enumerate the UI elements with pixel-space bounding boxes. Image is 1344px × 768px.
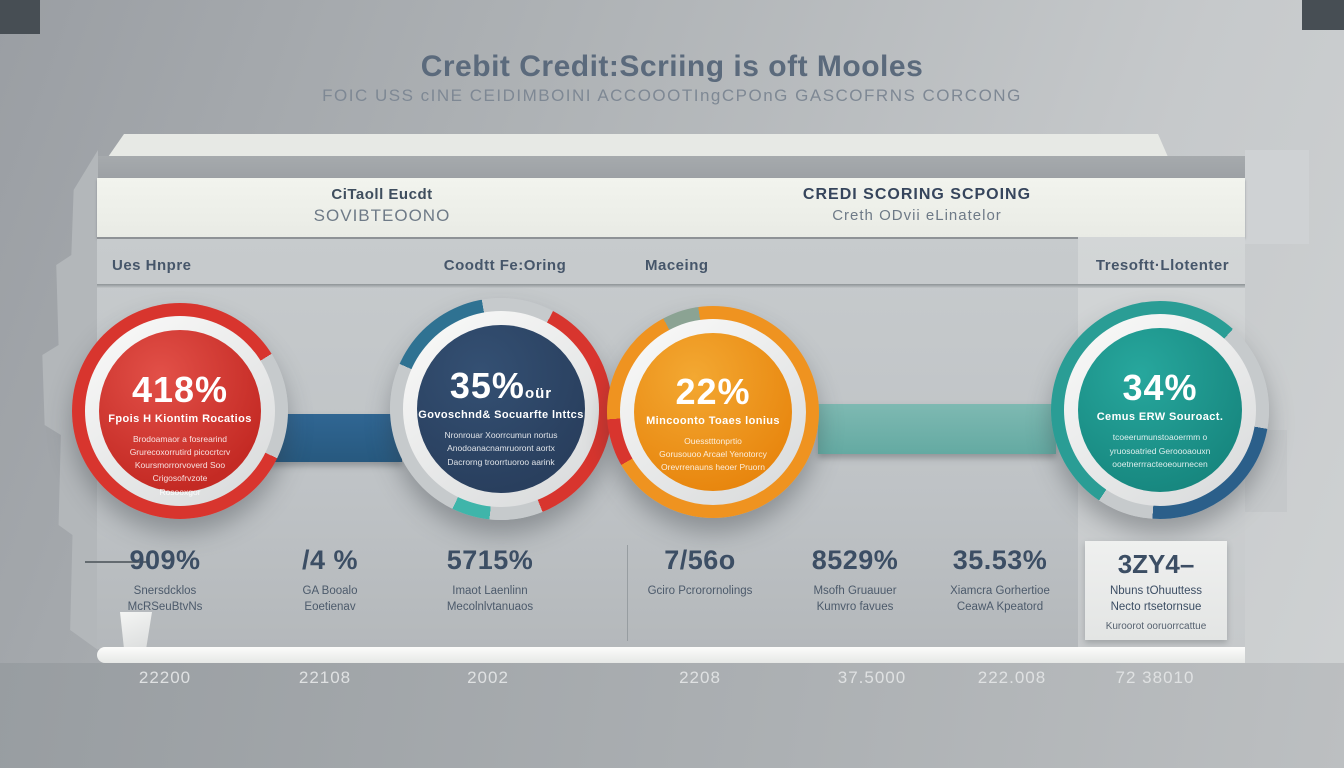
stat-label: Xiamcra Gorhertioe CeawA Kpeatord xyxy=(950,585,1050,614)
circle-value: 35% xyxy=(449,365,525,407)
column-divider-line xyxy=(97,284,1245,288)
stat-value: 8529% xyxy=(811,545,899,575)
stat-footnote: Kuroorot ooruorrcattue xyxy=(1105,621,1207,633)
header-left-block: CiTaoll Eucdt SOVIBTEOONO xyxy=(217,186,547,226)
stat-circle-orange: 22% Mincoonto Toaes lonius Ouesstttonprt… xyxy=(607,306,819,518)
stat-label: GA Booalo Eoetienav xyxy=(302,585,358,614)
stat-block-5: 8529% Msofh Gruauuer Kumvro favues xyxy=(780,545,930,615)
circle-value: 22% xyxy=(675,370,751,412)
circle-content-red: 418% Fpois H Kiontim Rocatios Brodoamaor… xyxy=(99,330,261,497)
board-header-band: CiTaoll Eucdt SOVIBTEOONO CREDI SCORING … xyxy=(97,178,1245,237)
board-top-band xyxy=(97,156,1245,178)
column-label-2: Coodtt Fe:Oring xyxy=(443,257,567,274)
corner-shade-top-right xyxy=(1302,0,1344,30)
timeline-year-7: 72 38010 xyxy=(1115,668,1195,687)
header-right-block: CREDI SCORING SCPOING Creth ODvii eLinat… xyxy=(657,186,1177,224)
connector-bar-teal xyxy=(818,404,1056,454)
stat-circle-navy: 35%oür Govoschnd& Socuarfte lnttcs Nronr… xyxy=(390,298,612,520)
board-right-step-upper xyxy=(1245,150,1309,244)
stats-vertical-divider xyxy=(627,545,628,641)
circle-body-text: Ouesstttonprtio Gorusouoo Arcael Yenotor… xyxy=(659,435,767,473)
floor-band xyxy=(0,663,1344,768)
circle-heading: Mincoonto Toaes lonius xyxy=(646,414,780,427)
circle-content-orange: 22% Mincoonto Toaes lonius Ouesstttonprt… xyxy=(634,333,792,491)
page-subtitle: FOIC USS cINE CEIDIMBOINI ACCOOOTIngCPOn… xyxy=(322,86,1022,105)
column-label-1: Ues Hnpre xyxy=(112,257,192,274)
stat-value: 3ZY4– xyxy=(1117,549,1195,579)
header-right-subtitle: Creth ODvii eLinatelor xyxy=(832,207,1002,224)
stat-block-3: 5715% Imaot Laenlinn Mecolnlvtanuaos xyxy=(415,545,565,615)
stat-label: Nbuns tOhuuttess Necto rtsetornsue xyxy=(1109,585,1203,613)
stat-block-1: 909% Snersdcklos McRSeuBtvNs xyxy=(90,545,240,615)
connector-bar-blue xyxy=(266,414,402,462)
page-title: Crebit Credit:Scriing is oft Mooles xyxy=(420,50,924,83)
stat-value: 35.53% xyxy=(952,545,1048,575)
circle-body-text: Brodoamaor a fosrearind Grurecoxorrutird… xyxy=(129,433,231,497)
stat-label: Imaot Laenlinn Mecolnlvtanuaos xyxy=(446,585,534,614)
circle-content-teal: 34% Cemus ERW Souroact. tcoeerumunstoaoe… xyxy=(1078,328,1242,492)
circle-value: 418% xyxy=(131,368,229,410)
header-left-title: CiTaoll Eucdt xyxy=(331,186,433,203)
timeline-year-5: 37.5000 xyxy=(837,668,907,687)
stat-value: 7/56o xyxy=(664,545,736,575)
timeline-year-2: 22108 xyxy=(298,668,352,687)
stat-circle-teal: 34% Cemus ERW Souroact. tcoeerumunstoaoe… xyxy=(1051,301,1269,519)
stat-block-6: 35.53% Xiamcra Gorhertioe CeawA Kpeatord xyxy=(925,545,1075,615)
circle-value-suffix: oür xyxy=(524,385,553,403)
circle-heading: Fpois H Kiontim Rocatios xyxy=(108,412,252,425)
timeline-year-1: 22200 xyxy=(138,668,192,687)
stat-block-2: /4 % GA Booalo Eoetienav xyxy=(255,545,405,615)
corner-shade-top-left xyxy=(0,0,40,34)
stat-label: Msofh Gruauuer Kumvro favues xyxy=(813,585,897,614)
stat-value: /4 % xyxy=(301,545,359,575)
circle-content-navy: 35%oür Govoschnd& Socuarfte lnttcs Nronr… xyxy=(417,325,585,493)
timeline-year-6: 222.008 xyxy=(977,668,1047,687)
stat-block-4: 7/56o Gciro Pcrorornolings xyxy=(625,545,775,599)
timeline-year-4: 2208 xyxy=(679,668,721,687)
stat-circle-red: 418% Fpois H Kiontim Rocatios Brodoamaor… xyxy=(72,303,288,519)
stat-block-7-card: 3ZY4– Nbuns tOhuuttess Necto rtsetornsue… xyxy=(1085,541,1227,640)
circle-value: 34% xyxy=(1122,367,1198,409)
stat-label: Gciro Pcrorornolings xyxy=(647,585,753,597)
column-label-3: Maceing xyxy=(645,257,709,274)
header-left-subtitle: SOVIBTEOONO xyxy=(313,206,451,225)
circle-heading: Govoschnd& Socuarfte lnttcs xyxy=(418,409,584,422)
header-right-title: CREDI SCORING SCPOING xyxy=(802,186,1032,203)
stat-value: 909% xyxy=(129,545,201,575)
stat-label: Snersdcklos McRSeuBtvNs xyxy=(127,585,203,614)
stat-value: 5715% xyxy=(446,545,534,575)
stat-pointer-line xyxy=(85,561,149,563)
circle-heading: Cemus ERW Souroact. xyxy=(1096,411,1224,424)
circle-body-text: Nronrouar Xoorrcumun nortus Anodoanacnam… xyxy=(444,430,558,467)
column-label-4: Tresoftt·Llotenter xyxy=(1095,257,1230,274)
timeline-year-3: 2002 xyxy=(467,668,509,687)
circle-body-text: tcoeerumunstoaoermm o yruosoatried Geroo… xyxy=(1109,432,1211,469)
board-bottom-edge xyxy=(97,647,1245,663)
board-top-tab xyxy=(108,134,1168,157)
